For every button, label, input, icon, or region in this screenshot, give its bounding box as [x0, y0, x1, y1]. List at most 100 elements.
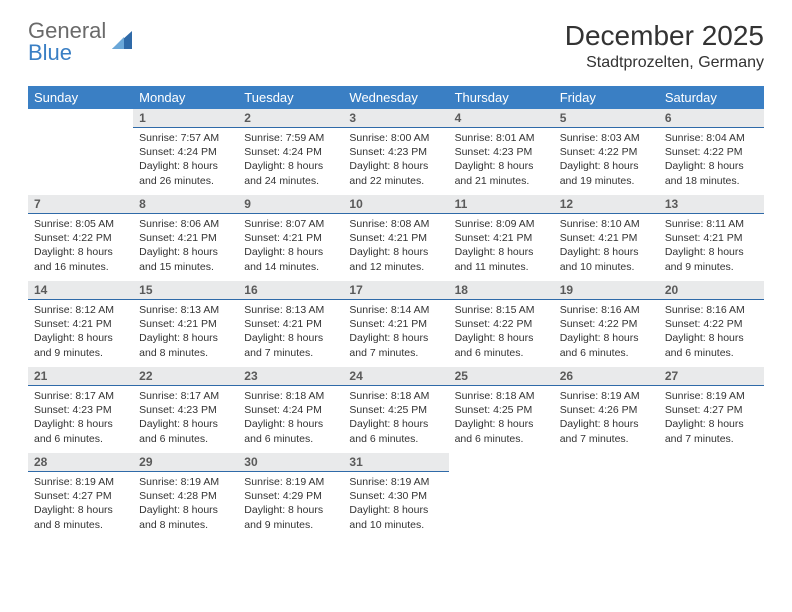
sunset-line: Sunset: 4:21 PM — [665, 231, 758, 245]
weekday-header: Thursday — [449, 86, 554, 109]
location: Stadtprozelten, Germany — [565, 54, 764, 72]
calendar-cell: 5Sunrise: 8:03 AMSunset: 4:22 PMDaylight… — [554, 109, 659, 195]
calendar-cell: 10 Sunrise: 8:08 AMSunset: 4:21 PMDayligh… — [343, 195, 448, 281]
sunrise-line: Sunrise: 8:17 AM — [139, 389, 232, 403]
day-number: 1 — [133, 109, 238, 128]
day-number: 31 — [343, 453, 448, 472]
day-details: Sunrise: 8:12 AMSunset: 4:21 PMDaylight:… — [28, 300, 133, 366]
calendar-cell: 29Sunrise: 8:19 AMSunset: 4:28 PMDayligh… — [133, 453, 238, 539]
header: General Blue December 2025 Stadtprozelte… — [28, 20, 764, 72]
calendar-body: ..1Sunrise: 7:57 AMSunset: 4:24 PMDaylig… — [28, 109, 764, 539]
day-number: 25 — [449, 367, 554, 386]
day-details: Sunrise: 8:01 AMSunset: 4:23 PMDaylight:… — [449, 128, 554, 194]
logo-sail-icon — [110, 29, 134, 55]
day-number: 18 — [449, 281, 554, 300]
daylight-line: Daylight: 8 hours and 6 minutes. — [665, 331, 758, 359]
sunrise-line: Sunrise: 8:03 AM — [560, 131, 653, 145]
logo-text: General Blue — [28, 20, 106, 64]
calendar-week-row: 14Sunrise: 8:12 AMSunset: 4:21 PMDayligh… — [28, 281, 764, 367]
sunrise-line: Sunrise: 8:15 AM — [455, 303, 548, 317]
calendar-cell: 19Sunrise: 8:16 AMSunset: 4:22 PMDayligh… — [554, 281, 659, 367]
day-number: 11 — [449, 195, 554, 214]
calendar-cell: 17Sunrise: 8:14 AMSunset: 4:21 PMDayligh… — [343, 281, 448, 367]
sunset-line: Sunset: 4:27 PM — [34, 489, 127, 503]
calendar-cell: 31Sunrise: 8:19 AMSunset: 4:30 PMDayligh… — [343, 453, 448, 539]
day-details: Sunrise: 8:09 AMSunset: 4:21 PMDaylight:… — [449, 214, 554, 280]
day-number: 16 — [238, 281, 343, 300]
calendar-cell: 27Sunrise: 8:19 AMSunset: 4:27 PMDayligh… — [659, 367, 764, 453]
day-number: 30 — [238, 453, 343, 472]
daylight-line: Daylight: 8 hours and 8 minutes. — [34, 503, 127, 531]
sunset-line: Sunset: 4:23 PM — [34, 403, 127, 417]
calendar-cell: 4Sunrise: 8:01 AMSunset: 4:23 PMDaylight… — [449, 109, 554, 195]
calendar-cell: .. — [28, 109, 133, 195]
sunrise-line: Sunrise: 8:19 AM — [349, 475, 442, 489]
daylight-line: Daylight: 8 hours and 19 minutes. — [560, 159, 653, 187]
calendar-cell: 25Sunrise: 8:18 AMSunset: 4:25 PMDayligh… — [449, 367, 554, 453]
day-number: 5 — [554, 109, 659, 128]
sunset-line: Sunset: 4:21 PM — [244, 231, 337, 245]
calendar-cell: 21Sunrise: 8:17 AMSunset: 4:23 PMDayligh… — [28, 367, 133, 453]
day-details: Sunrise: 8:16 AMSunset: 4:22 PMDaylight:… — [554, 300, 659, 366]
sunset-line: Sunset: 4:25 PM — [455, 403, 548, 417]
sunset-line: Sunset: 4:28 PM — [139, 489, 232, 503]
day-number: 26 — [554, 367, 659, 386]
daylight-line: Daylight: 8 hours and 16 minutes. — [34, 245, 127, 273]
day-number: 14 — [28, 281, 133, 300]
calendar-cell: .. — [449, 453, 554, 539]
sunrise-line: Sunrise: 8:17 AM — [34, 389, 127, 403]
sunset-line: Sunset: 4:29 PM — [244, 489, 337, 503]
daylight-line: Daylight: 8 hours and 10 minutes. — [349, 503, 442, 531]
sunrise-line: Sunrise: 8:19 AM — [665, 389, 758, 403]
calendar-cell: 8Sunrise: 8:06 AMSunset: 4:21 PMDaylight… — [133, 195, 238, 281]
sunrise-line: Sunrise: 8:13 AM — [139, 303, 232, 317]
day-number: 10 — [343, 195, 448, 214]
day-details: Sunrise: 8:17 AMSunset: 4:23 PMDaylight:… — [28, 386, 133, 452]
day-details: Sunrise: 8:10 AMSunset: 4:21 PMDaylight:… — [554, 214, 659, 280]
daylight-line: Daylight: 8 hours and 7 minutes. — [349, 331, 442, 359]
day-details: Sunrise: 8:04 AMSunset: 4:22 PMDaylight:… — [659, 128, 764, 194]
calendar-cell: 16Sunrise: 8:13 AMSunset: 4:21 PMDayligh… — [238, 281, 343, 367]
sunset-line: Sunset: 4:21 PM — [139, 317, 232, 331]
daylight-line: Daylight: 8 hours and 6 minutes. — [455, 417, 548, 445]
daylight-line: Daylight: 8 hours and 12 minutes. — [349, 245, 442, 273]
sunset-line: Sunset: 4:21 PM — [560, 231, 653, 245]
sunset-line: Sunset: 4:23 PM — [349, 145, 442, 159]
daylight-line: Daylight: 8 hours and 7 minutes. — [665, 417, 758, 445]
calendar-week-row: 28Sunrise: 8:19 AMSunset: 4:27 PMDayligh… — [28, 453, 764, 539]
day-details: Sunrise: 8:17 AMSunset: 4:23 PMDaylight:… — [133, 386, 238, 452]
day-details: Sunrise: 8:18 AMSunset: 4:24 PMDaylight:… — [238, 386, 343, 452]
day-number: 2 — [238, 109, 343, 128]
daylight-line: Daylight: 8 hours and 9 minutes. — [244, 503, 337, 531]
day-number: 23 — [238, 367, 343, 386]
day-number: 6 — [659, 109, 764, 128]
daylight-line: Daylight: 8 hours and 11 minutes. — [455, 245, 548, 273]
sunset-line: Sunset: 4:22 PM — [34, 231, 127, 245]
calendar-cell: 2Sunrise: 7:59 AMSunset: 4:24 PMDaylight… — [238, 109, 343, 195]
day-details: Sunrise: 8:14 AMSunset: 4:21 PMDaylight:… — [343, 300, 448, 366]
daylight-line: Daylight: 8 hours and 26 minutes. — [139, 159, 232, 187]
day-number: 27 — [659, 367, 764, 386]
calendar-cell: 1Sunrise: 7:57 AMSunset: 4:24 PMDaylight… — [133, 109, 238, 195]
calendar-cell: 30Sunrise: 8:19 AMSunset: 4:29 PMDayligh… — [238, 453, 343, 539]
daylight-line: Daylight: 8 hours and 15 minutes. — [139, 245, 232, 273]
logo: General Blue — [28, 20, 134, 64]
day-details: Sunrise: 8:07 AMSunset: 4:21 PMDaylight:… — [238, 214, 343, 280]
day-number: 21 — [28, 367, 133, 386]
calendar-cell: 11Sunrise: 8:09 AMSunset: 4:21 PMDayligh… — [449, 195, 554, 281]
sunrise-line: Sunrise: 8:08 AM — [349, 217, 442, 231]
sunset-line: Sunset: 4:21 PM — [139, 231, 232, 245]
calendar-cell: 24Sunrise: 8:18 AMSunset: 4:25 PMDayligh… — [343, 367, 448, 453]
day-number: 15 — [133, 281, 238, 300]
day-details: Sunrise: 8:19 AMSunset: 4:27 PMDaylight:… — [28, 472, 133, 538]
day-number: 8 — [133, 195, 238, 214]
day-details: Sunrise: 8:13 AMSunset: 4:21 PMDaylight:… — [133, 300, 238, 366]
day-details: Sunrise: 8:19 AMSunset: 4:28 PMDaylight:… — [133, 472, 238, 538]
calendar-cell: 15Sunrise: 8:13 AMSunset: 4:21 PMDayligh… — [133, 281, 238, 367]
title-block: December 2025 Stadtprozelten, Germany — [565, 20, 764, 72]
sunset-line: Sunset: 4:21 PM — [349, 231, 442, 245]
sunrise-line: Sunrise: 8:07 AM — [244, 217, 337, 231]
day-details: Sunrise: 8:19 AMSunset: 4:27 PMDaylight:… — [659, 386, 764, 452]
sunrise-line: Sunrise: 8:16 AM — [560, 303, 653, 317]
daylight-line: Daylight: 8 hours and 14 minutes. — [244, 245, 337, 273]
